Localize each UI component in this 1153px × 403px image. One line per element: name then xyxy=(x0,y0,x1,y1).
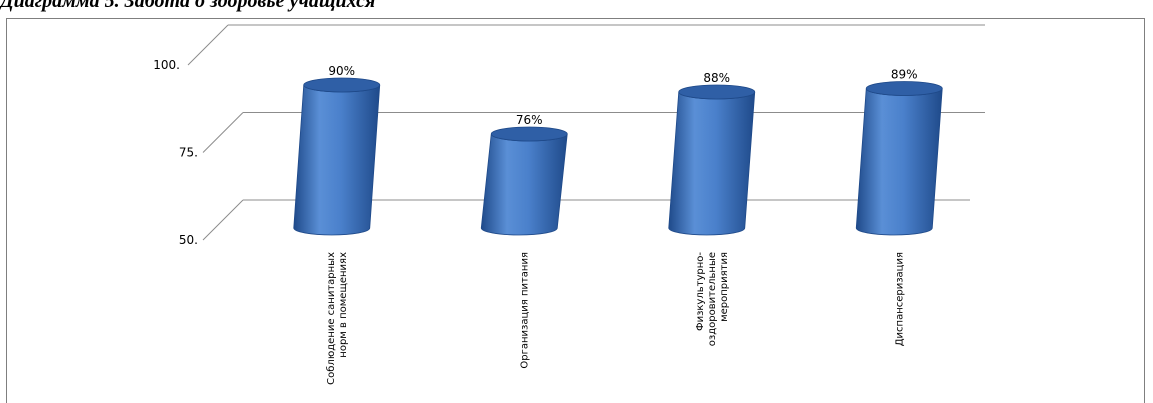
bar xyxy=(668,84,756,236)
bar xyxy=(855,81,943,236)
category-label-line: Диспансеризация xyxy=(894,252,905,346)
category-label: Организация питания xyxy=(519,252,530,369)
bar-top xyxy=(303,77,381,93)
bar-top xyxy=(865,81,943,96)
y-tick-label: 75. xyxy=(179,146,198,160)
gridline-diagonal xyxy=(187,24,229,66)
bar xyxy=(293,77,381,236)
gridline-diagonal xyxy=(202,199,244,241)
data-labels: 90% 76% 88% 89% xyxy=(328,64,917,127)
category-label: Физкультурно-оздоровительныемероприятия xyxy=(695,252,730,347)
category-label: Диспансеризация xyxy=(894,252,905,346)
data-label: 90% xyxy=(328,64,355,78)
category-label-line: Организация питания xyxy=(519,252,530,369)
category-label-line: оздоровительные xyxy=(707,252,718,346)
page-title-lead: Диаграмма 5. xyxy=(0,0,125,12)
category-label-line: мероприятия xyxy=(719,252,730,322)
category-label-line: норм в помещениях xyxy=(338,252,349,358)
bar xyxy=(480,126,568,236)
page-title: Диаграмма 5. Забота о здоровье учащихся xyxy=(0,0,375,13)
chart-frame xyxy=(6,18,1145,403)
gridline-diagonal xyxy=(202,112,244,153)
bar-body xyxy=(668,91,756,236)
bar-body xyxy=(293,84,381,236)
category-label-line: Соблюдение санитарных xyxy=(326,252,337,385)
data-label: 88% xyxy=(703,71,730,85)
bar-top xyxy=(678,84,756,100)
bar-body xyxy=(480,133,568,236)
bar-top xyxy=(490,126,568,142)
category-label-line: Физкультурно- xyxy=(695,252,706,331)
y-tick-label: 100. xyxy=(153,58,180,72)
category-label: Соблюдение санитарныхнорм в помещениях xyxy=(326,252,349,385)
data-label: 76% xyxy=(516,113,543,127)
y-axis-ticks: 50. 75. 100. xyxy=(153,58,198,247)
y-tick-label: 50. xyxy=(179,233,198,247)
data-label: 89% xyxy=(891,68,918,82)
bar-body xyxy=(855,88,943,236)
category-labels: Соблюдение санитарныхнорм в помещениях Ор… xyxy=(326,252,906,385)
bars xyxy=(293,77,943,236)
page-title-bold: Забота о здоровье учащихся xyxy=(124,0,376,12)
